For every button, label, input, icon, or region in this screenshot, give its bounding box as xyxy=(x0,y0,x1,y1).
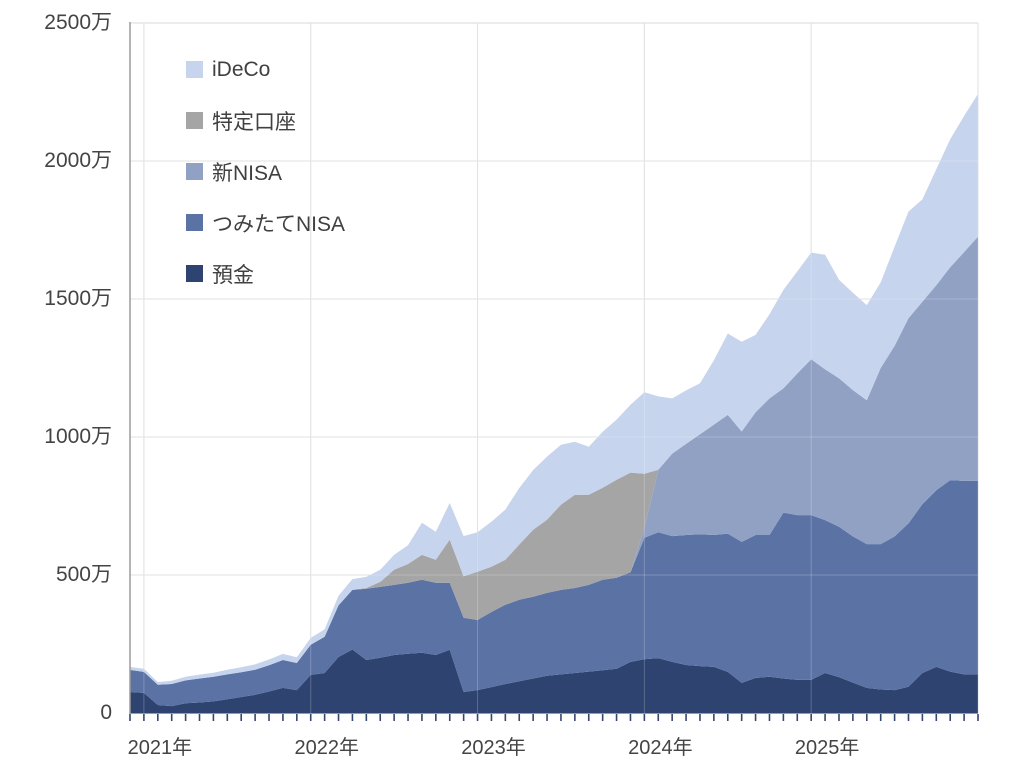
x-axis-label: 2025年 xyxy=(794,737,860,759)
legend-label: 特定口座 xyxy=(212,110,296,134)
legend-label: 新NISA xyxy=(212,161,283,185)
legend-label: iDeCo xyxy=(212,57,271,81)
legend-item-yokin: 預金 xyxy=(186,248,345,299)
legend: iDeCo 特定口座 新NISA つみたてNISA 預金 xyxy=(186,44,345,299)
legend-swatch-tokutei-koza xyxy=(186,112,203,129)
area-yokin xyxy=(130,649,978,713)
legend-item-tsumitate-nisa: つみたてNISA xyxy=(186,197,345,248)
x-axis-label: 2021年 xyxy=(127,737,193,759)
legend-label: 預金 xyxy=(212,263,254,287)
legend-swatch-ideco xyxy=(186,61,203,78)
legend-label: つみたてNISA xyxy=(212,212,346,236)
legend-swatch-yokin xyxy=(186,265,203,282)
legend-item-ideco: iDeCo xyxy=(186,44,345,95)
x-axis-label: 2024年 xyxy=(628,737,693,759)
y-axis-label: 1500万 xyxy=(44,287,112,310)
x-axis-label: 2023年 xyxy=(461,737,526,759)
legend-swatch-shin-nisa xyxy=(186,163,203,180)
legend-item-tokutei-koza: 特定口座 xyxy=(186,95,345,146)
y-axis-label: 2000万 xyxy=(44,149,112,172)
y-axis-label: 2500万 xyxy=(44,11,112,34)
area-shin-nisa xyxy=(130,236,978,685)
y-axis-label: 0 xyxy=(100,701,112,724)
legend-swatch-tsumitate-nisa xyxy=(186,214,203,231)
y-axis-label: 1000万 xyxy=(44,425,112,448)
area-tsumitate-nisa xyxy=(130,480,978,707)
y-axis-label: 500万 xyxy=(55,563,112,586)
legend-item-shin-nisa: 新NISA xyxy=(186,146,345,197)
x-axis-label: 2022年 xyxy=(294,737,359,759)
